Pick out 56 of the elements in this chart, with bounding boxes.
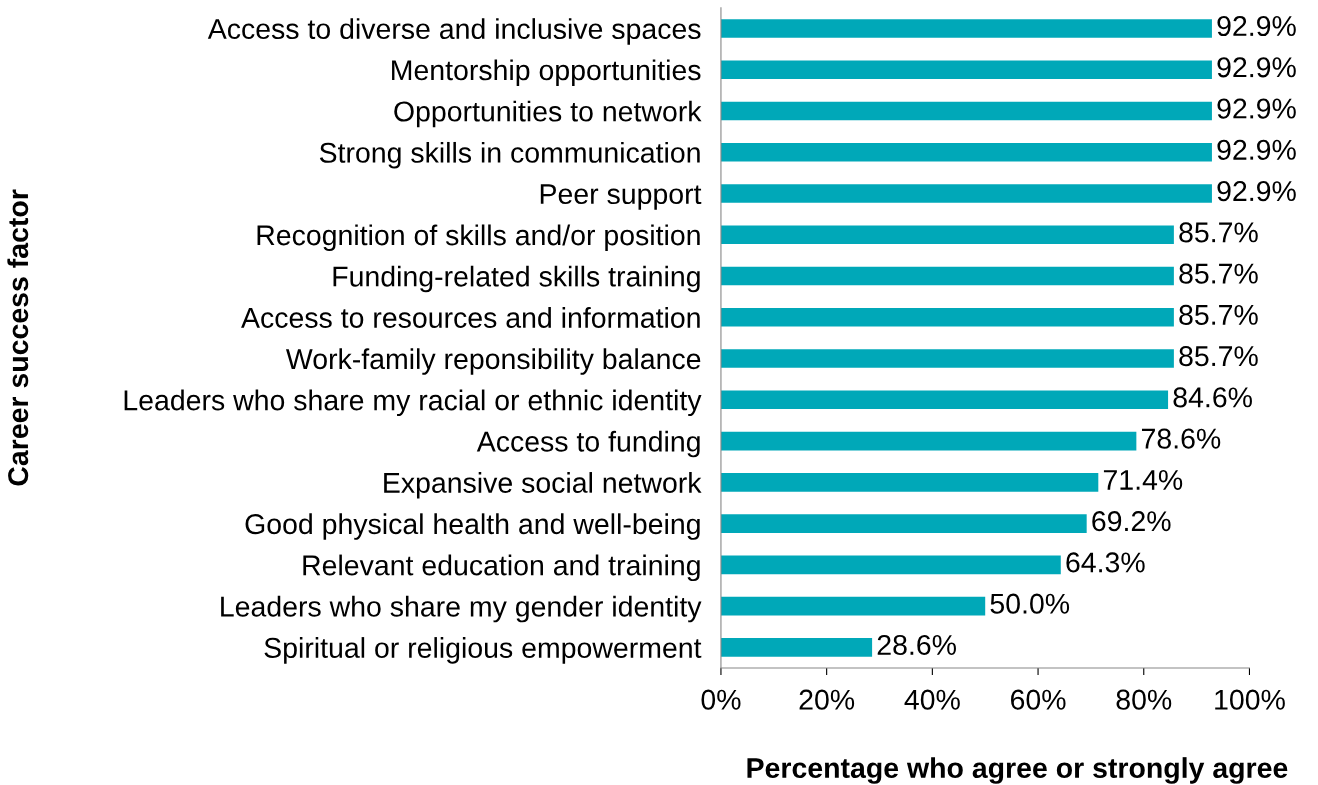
y-tick-label: Recognition of skills and/or position	[257, 224, 700, 252]
bar	[720, 101, 1212, 121]
y-tick-label: Work-family reponsibility balance	[285, 348, 701, 375]
y-tick-label: Access to funding	[476, 430, 700, 458]
y-tick-label: Access to resources and information	[241, 306, 700, 328]
data-label: 50.0%	[990, 593, 1070, 614]
bar	[720, 514, 1087, 533]
bar	[720, 60, 1212, 80]
data-label: 28.6%	[877, 634, 956, 656]
y-tick-label: Opportunities to network	[394, 100, 702, 128]
bar	[720, 19, 1212, 38]
bar	[720, 266, 1174, 286]
y-tick-label: Good physical health and well-being	[245, 513, 700, 540]
x-tick-label: 20%	[799, 689, 855, 710]
bar	[720, 225, 1174, 245]
bar	[720, 184, 1212, 203]
bar	[720, 390, 1169, 410]
x-tick-label: 0%	[701, 689, 741, 710]
x-tick-label: 60%	[1011, 689, 1066, 710]
y-tick-label: Expansive social network	[384, 472, 702, 499]
data-label: 85.7%	[1179, 222, 1258, 243]
bar	[720, 555, 1061, 575]
x-tick-label: 100%	[1215, 689, 1285, 710]
bar	[720, 638, 873, 657]
y-tick-label: Funding-related skills training	[333, 265, 700, 293]
data-label: 78.6%	[1141, 428, 1221, 449]
x-axis-title: Percentage who agree or strongly agree	[747, 757, 1288, 784]
y-tick-label: Access to diverse and inclusive spaces	[207, 18, 701, 45]
y-tick-label: Strong skills in communication	[319, 141, 700, 169]
data-label: 69.2%	[1092, 511, 1171, 532]
data-label: 71.4%	[1103, 469, 1183, 490]
data-label: 92.9%	[1217, 139, 1296, 160]
data-label: 85.7%	[1179, 304, 1258, 325]
y-tick-label: Peer support	[540, 184, 702, 210]
y-tick-label: Mentorship opportunities	[392, 59, 701, 86]
data-label: 85.7%	[1179, 263, 1258, 284]
data-label: 64.3%	[1066, 552, 1145, 573]
bar	[720, 596, 986, 616]
bar	[720, 308, 1174, 327]
x-tick-label: 40%	[904, 689, 960, 710]
bar	[720, 473, 1099, 492]
x-tick-label: 80%	[1116, 689, 1172, 710]
y-tick-label: Spiritual or religious empowerment	[264, 637, 702, 664]
data-label: 84.6%	[1173, 387, 1252, 408]
bar	[720, 142, 1212, 162]
y-axis-title: Career success factor	[7, 189, 29, 486]
bar	[720, 349, 1174, 368]
y-tick-label: Leaders who share my gender identity	[221, 595, 702, 623]
data-label: 92.9%	[1217, 98, 1296, 119]
data-label: 92.9%	[1217, 57, 1296, 78]
data-label: 92.9%	[1217, 15, 1296, 37]
data-label: 92.9%	[1217, 181, 1296, 202]
y-tick-label: Relevant education and training	[303, 554, 700, 582]
data-label: 85.7%	[1179, 346, 1258, 367]
y-tick-label: Leaders who share my racial or ethnic identity	[124, 389, 702, 417]
bar	[720, 431, 1137, 451]
